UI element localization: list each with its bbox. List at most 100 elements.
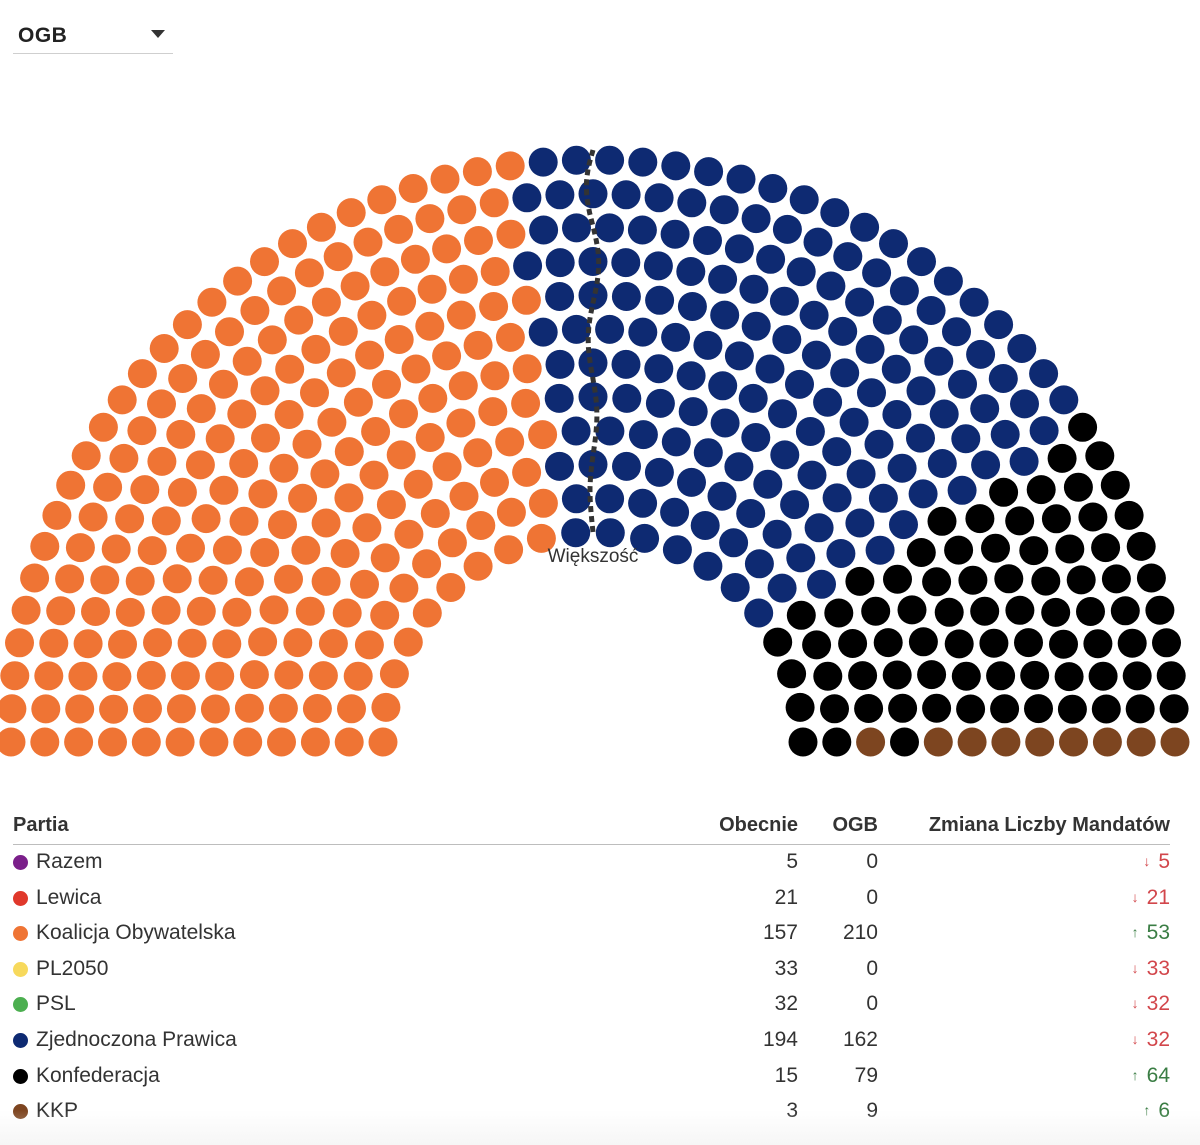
seat-koalicja-obywatelska xyxy=(98,727,127,757)
seat-konfederacja xyxy=(958,565,988,595)
seat-konfederacja xyxy=(1066,565,1096,595)
seat-koalicja-obywatelska xyxy=(311,566,341,596)
seat-koalicja-obywatelska xyxy=(326,358,356,388)
seat-change: ↑ 64 xyxy=(1132,1064,1170,1088)
current-seats: 32 xyxy=(774,992,798,1016)
seat-koalicja-obywatelska xyxy=(209,475,239,505)
seat-koalicja-obywatelska xyxy=(448,371,478,401)
seat-koalicja-obywatelska xyxy=(115,504,145,534)
seat-zjednoczona-prawica xyxy=(578,247,608,276)
seat-koalicja-obywatelska xyxy=(186,394,216,424)
seat-koalicja-obywatelska xyxy=(125,566,155,596)
seat-zjednoczona-prawica xyxy=(924,346,954,376)
seat-zjednoczona-prawica xyxy=(644,183,674,213)
majority-label: Większość xyxy=(548,546,639,567)
seat-zjednoczona-prawica xyxy=(906,423,935,453)
seat-koalicja-obywatelska xyxy=(34,661,64,691)
seat-zjednoczona-prawica xyxy=(578,348,608,378)
seat-koalicja-obywatelska xyxy=(0,661,30,691)
seat-koalicja-obywatelska xyxy=(310,459,340,489)
seat-zjednoczona-prawica xyxy=(881,354,911,384)
seat-koalicja-obywatelska xyxy=(463,330,493,360)
seat-zjednoczona-prawica xyxy=(1029,416,1059,446)
seat-koalicja-obywatelska xyxy=(528,420,558,450)
seat-konfederacja xyxy=(965,504,995,534)
seat-koalicja-obywatelska xyxy=(394,519,424,549)
seat-koalicja-obywatelska xyxy=(368,727,398,757)
seat-zjednoczona-prawica xyxy=(889,510,918,540)
seat-zjednoczona-prawica xyxy=(916,296,946,325)
seat-zjednoczona-prawica xyxy=(709,195,739,225)
seat-koalicja-obywatelska xyxy=(229,506,259,536)
seat-koalicja-obywatelska xyxy=(480,467,509,497)
seat-zjednoczona-prawica xyxy=(693,330,723,360)
seat-zjednoczona-prawica xyxy=(545,282,575,311)
seat-koalicja-obywatelska xyxy=(447,195,477,225)
seat-koalicja-obywatelska xyxy=(478,397,508,427)
seat-zjednoczona-prawica xyxy=(677,292,707,321)
seat-zjednoczona-prawica xyxy=(611,248,641,278)
seat-konfederacja xyxy=(861,596,891,626)
seat-zjednoczona-prawica xyxy=(826,539,856,568)
seat-zjednoczona-prawica xyxy=(595,145,625,175)
seat-konfederacja xyxy=(1110,596,1140,626)
seat-konfederacja xyxy=(1026,475,1056,505)
seat-zjednoczona-prawica xyxy=(872,305,902,335)
seat-zjednoczona-prawica xyxy=(795,417,825,446)
party-name: KKP xyxy=(36,1099,79,1123)
seat-konfederacja xyxy=(1122,661,1152,691)
seat-zjednoczona-prawica xyxy=(707,481,737,511)
seat-koalicja-obywatelska xyxy=(143,628,172,658)
seat-zjednoczona-prawica xyxy=(693,438,723,468)
header-current: Obecnie xyxy=(719,814,798,836)
seat-koalicja-obywatelska xyxy=(401,354,431,384)
seat-konfederacja xyxy=(927,506,957,536)
seat-koalicja-obywatelska xyxy=(73,629,103,659)
seat-zjednoczona-prawica xyxy=(595,416,625,446)
seat-koalicja-obywatelska xyxy=(259,595,289,625)
seat-koalicja-obywatelska xyxy=(250,538,280,567)
seat-konfederacja xyxy=(979,628,1009,658)
seat-change-value: 21 xyxy=(1146,885,1170,909)
seat-zjednoczona-prawica xyxy=(690,511,720,540)
scenario-dropdown[interactable]: OGB xyxy=(13,16,173,54)
seat-zjednoczona-prawica xyxy=(739,274,769,304)
seat-koalicja-obywatelska xyxy=(233,727,263,757)
seat-koalicja-obywatelska xyxy=(300,727,330,757)
seat-zjednoczona-prawica xyxy=(545,451,574,481)
current-seats: 3 xyxy=(786,1099,798,1123)
seat-konfederacja xyxy=(1020,660,1050,690)
seat-koalicja-obywatelska xyxy=(336,198,366,228)
seat-koalicja-obywatelska xyxy=(127,416,157,446)
seat-zjednoczona-prawica xyxy=(768,399,797,429)
seat-zjednoczona-prawica xyxy=(678,397,708,427)
seat-koalicja-obywatelska xyxy=(30,531,60,561)
seat-zjednoczona-prawica xyxy=(676,257,706,286)
seat-koalicja-obywatelska xyxy=(108,629,137,659)
seat-koalicja-obywatelska xyxy=(384,214,414,244)
seat-zjednoczona-prawica xyxy=(772,325,802,354)
seat-zjednoczona-prawica xyxy=(627,215,657,245)
seat-zjednoczona-prawica xyxy=(662,535,692,565)
seat-koalicja-obywatelska xyxy=(511,285,541,315)
seat-zjednoczona-prawica xyxy=(578,280,608,310)
seat-konfederacja xyxy=(1091,694,1121,724)
seat-kkp xyxy=(856,727,886,757)
seat-zjednoczona-prawica xyxy=(528,147,558,177)
seat-zjednoczona-prawica xyxy=(661,322,691,352)
seat-zjednoczona-prawica xyxy=(970,394,1000,424)
seat-koalicja-obywatelska xyxy=(186,596,216,626)
seat-konfederacja xyxy=(1136,563,1166,593)
seat-konfederacja xyxy=(822,727,852,757)
table-row: Lewica 21 0 ↓ 21 xyxy=(13,881,1170,917)
current-seats: 15 xyxy=(774,1063,798,1087)
seat-koalicja-obywatelska xyxy=(284,305,314,335)
seat-change-value: 32 xyxy=(1146,1027,1170,1051)
seat-koalicja-obywatelska xyxy=(147,446,177,476)
seat-koalicja-obywatelska xyxy=(251,423,280,453)
seat-konfederacja xyxy=(994,564,1024,594)
seat-konfederacja xyxy=(956,694,986,724)
seat-koalicja-obywatelska xyxy=(42,500,72,530)
seat-konfederacja xyxy=(1049,629,1078,659)
seat-zjednoczona-prawica xyxy=(786,543,816,573)
